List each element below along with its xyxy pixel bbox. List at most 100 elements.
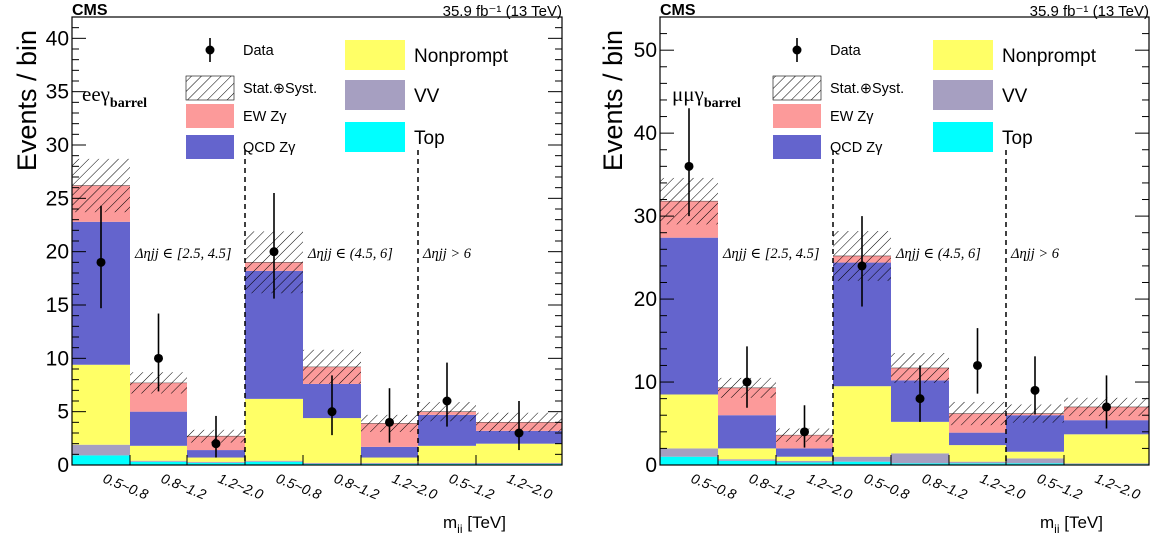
bar-nonprompt — [949, 445, 1006, 462]
x-axis-label: mjj [TeV] — [443, 513, 506, 533]
legend-data-marker — [205, 45, 215, 55]
data-point — [442, 396, 452, 406]
y-tick-label: 0 — [645, 454, 657, 477]
data-point — [973, 360, 982, 370]
legend-swatch-vv — [345, 80, 405, 110]
y-tick-label: 40 — [46, 27, 69, 50]
bar-top — [72, 455, 130, 465]
bar-qcdzg — [718, 415, 776, 449]
legend-swatch-ewzg — [186, 104, 234, 128]
y-tick-label: 20 — [634, 288, 657, 311]
bar-nonprompt — [833, 386, 891, 457]
data-point — [1030, 385, 1040, 395]
legend-swatch-ewzg — [773, 104, 821, 128]
legend-swatch-nonprompt — [933, 40, 993, 70]
legend-label-unc: Stat.⊕Syst. — [830, 81, 904, 97]
legend-swatch-qcdzg — [773, 135, 821, 159]
legend-swatch-top — [345, 122, 405, 152]
bar-nonprompt — [476, 443, 562, 463]
legend: Data Stat.⊕Syst. EW Zγ QCD Zγ Nonprompt VV Top — [185, 38, 509, 159]
bar-nonprompt — [72, 364, 130, 445]
x-tick-label: 0.5~1.2 — [447, 470, 497, 503]
bar-top — [130, 461, 187, 465]
bar-qcdzg — [361, 446, 418, 458]
data-point — [857, 261, 867, 271]
x-tick-label: 1.2~2.0 — [390, 470, 440, 503]
y-tick-label: 30 — [46, 134, 69, 157]
cms-label: CMS — [72, 2, 108, 19]
legend-label-data: Data — [243, 43, 275, 59]
bar-vv — [776, 460, 833, 463]
y-tick-label: 10 — [634, 371, 657, 394]
data-point — [915, 394, 925, 404]
bar-top — [949, 463, 1006, 465]
cms-label: CMS — [660, 2, 696, 19]
legend-label-unc: Stat.⊕Syst. — [243, 81, 317, 97]
bar-vv — [891, 453, 949, 464]
bar-nonprompt — [718, 448, 776, 460]
bar-top — [1006, 463, 1064, 465]
legend-swatch-top — [933, 122, 993, 152]
x-tick-label: 0.5~1.2 — [1035, 470, 1085, 503]
bar-nonprompt — [776, 456, 833, 461]
bar-nonprompt — [130, 445, 187, 461]
legend-label-ewzg: EW Zγ — [243, 109, 287, 125]
data-point — [800, 427, 809, 437]
legend-label-top: Top — [414, 128, 445, 149]
x-tick-label: 1.2~2.0 — [505, 470, 555, 503]
bar-vv — [1006, 458, 1064, 464]
x-tick-label: 0.5~0.8 — [689, 470, 739, 503]
bar-top — [776, 462, 833, 465]
bar-vv — [949, 461, 1006, 464]
bar-vv — [187, 461, 245, 463]
bar-vv — [130, 460, 187, 462]
bar-qcdzg — [130, 411, 187, 446]
region-label: Δηjj ∈ [2.5, 4.5] — [722, 246, 820, 262]
bar-vv — [660, 448, 718, 457]
data-point — [154, 353, 163, 363]
legend-label-nonprompt: Nonprompt — [414, 46, 509, 67]
y-tick-label: 5 — [57, 401, 69, 424]
legend-swatch-vv — [933, 80, 993, 110]
bar-vv — [418, 462, 476, 464]
chart-panel-ee-gamma: CMS 35.9 fb⁻¹ (13 TeV) Events / bin mjj … — [12, 2, 563, 533]
bar-vv — [72, 444, 130, 456]
data-point — [684, 161, 694, 171]
bar-top — [891, 463, 949, 465]
region-label: Δηjj > 6 — [422, 246, 472, 262]
data-point — [327, 407, 337, 417]
x-tick-label: 0.5~0.8 — [862, 470, 912, 503]
x-tick-label: 1.2~2.0 — [1093, 470, 1143, 503]
bar-nonprompt — [891, 421, 949, 454]
bar-vv — [476, 462, 562, 464]
bar-nonprompt — [1006, 451, 1064, 459]
bar-top — [718, 460, 776, 465]
x-tick-label: 0.5~0.8 — [101, 470, 151, 503]
data-point — [742, 377, 752, 387]
bar-nonprompt — [418, 445, 476, 463]
x-tick-label: 0.8~1.2 — [159, 470, 209, 503]
legend-swatch-qcdzg — [186, 135, 234, 159]
legend-label-top: Top — [1002, 128, 1033, 149]
x-tick-label: 0.8~1.2 — [920, 470, 970, 503]
data-point — [96, 257, 106, 267]
region-label: Δηjj ∈ (4.5, 6] — [895, 246, 981, 262]
y-axis-label: Events / bin — [598, 30, 628, 171]
chart-panel-mumu-gamma: CMS 35.9 fb⁻¹ (13 TeV) Events / bin mjj … — [598, 2, 1150, 533]
region-label: Δηjj ∈ (4.5, 6] — [307, 246, 393, 262]
bar-vv — [361, 462, 418, 464]
legend-swatch-uncertainty — [772, 75, 822, 101]
bar-nonprompt — [660, 394, 718, 449]
bar-nonprompt — [361, 457, 418, 463]
region-label: Δηjj ∈ [2.5, 4.5] — [134, 246, 232, 262]
y-tick-label: 30 — [634, 205, 657, 228]
y-tick-label: 10 — [46, 347, 69, 370]
channel-label: μμγbarrel — [672, 82, 741, 111]
bar-top — [660, 456, 718, 465]
y-tick-label: 50 — [634, 39, 657, 62]
bar-qcdzg — [776, 448, 833, 457]
bar-qcdzg — [949, 432, 1006, 446]
legend-label-vv: VV — [1002, 86, 1028, 107]
bar-vv — [718, 459, 776, 461]
